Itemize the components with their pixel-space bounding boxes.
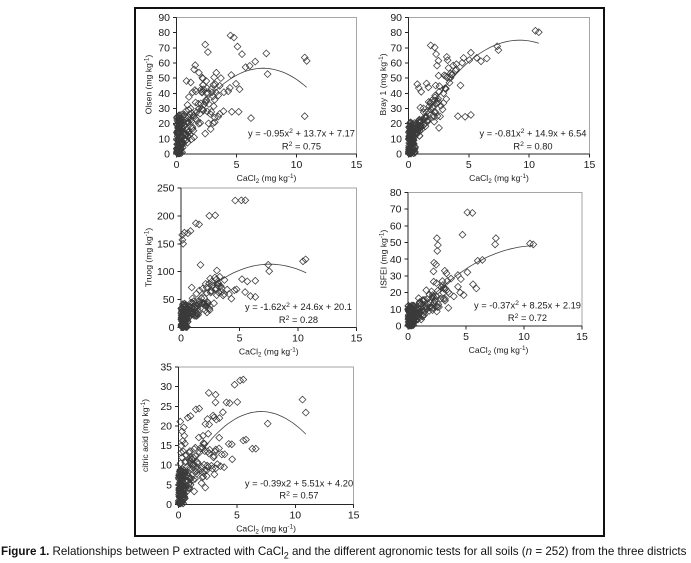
- svg-text:R2 = 0.72: R2 = 0.72: [508, 313, 547, 323]
- svg-text:20: 20: [390, 287, 402, 299]
- svg-text:CaCl2 (mg kg-1): CaCl2 (mg kg-1): [469, 173, 529, 185]
- svg-text:70: 70: [390, 204, 402, 216]
- svg-text:30: 30: [390, 270, 402, 282]
- svg-text:y = -0.81x2 + 14.9x + 6.54: y = -0.81x2 + 14.9x + 6.54: [480, 128, 587, 138]
- svg-text:20: 20: [390, 118, 402, 130]
- svg-text:0: 0: [169, 322, 175, 334]
- svg-text:40: 40: [390, 88, 402, 100]
- svg-text:15: 15: [348, 510, 360, 522]
- svg-text:30: 30: [160, 381, 172, 393]
- svg-text:20: 20: [158, 118, 170, 130]
- svg-text:150: 150: [157, 238, 175, 250]
- svg-text:5: 5: [234, 510, 240, 522]
- svg-text:Truog (mg kg-1): Truog (mg kg-1): [144, 228, 154, 287]
- svg-text:Olsen (mg kg-1): Olsen (mg kg-1): [144, 55, 154, 115]
- svg-text:5: 5: [466, 159, 472, 171]
- svg-text:CaCl2 (mg kg-1): CaCl2 (mg kg-1): [236, 523, 296, 535]
- svg-text:20: 20: [160, 420, 172, 432]
- svg-text:90: 90: [390, 12, 402, 24]
- svg-text:70: 70: [390, 42, 402, 54]
- svg-text:5: 5: [166, 479, 172, 491]
- svg-text:5: 5: [234, 159, 240, 171]
- svg-text:40: 40: [158, 88, 170, 100]
- svg-text:60: 60: [158, 58, 170, 70]
- svg-text:0: 0: [174, 159, 180, 171]
- svg-text:R2 = 0.75: R2 = 0.75: [282, 141, 321, 151]
- svg-text:15: 15: [351, 159, 363, 171]
- svg-text:0: 0: [396, 321, 402, 333]
- svg-text:15: 15: [160, 440, 172, 452]
- svg-text:80: 80: [390, 187, 402, 199]
- svg-text:60: 60: [390, 220, 402, 232]
- svg-text:CaCl2 (mg kg-1): CaCl2 (mg kg-1): [237, 173, 297, 185]
- svg-text:0: 0: [176, 510, 182, 522]
- svg-text:y = -0.37x2 + 8.25x + 2.19: y = -0.37x2 + 8.25x + 2.19: [474, 300, 581, 310]
- svg-text:0: 0: [405, 331, 411, 343]
- svg-text:25: 25: [160, 401, 172, 413]
- svg-text:0: 0: [166, 499, 172, 511]
- svg-text:50: 50: [158, 73, 170, 85]
- svg-text:70: 70: [158, 42, 170, 54]
- svg-text:0: 0: [164, 149, 170, 161]
- svg-text:CaCl2 (mg kg-1): CaCl2 (mg kg-1): [469, 345, 529, 357]
- svg-text:10: 10: [291, 159, 303, 171]
- svg-text:0: 0: [406, 159, 412, 171]
- svg-text:0: 0: [396, 149, 402, 161]
- svg-text:80: 80: [158, 27, 170, 39]
- svg-text:y = -0.95x2 + 13.7x + 7.17: y = -0.95x2 + 13.7x + 7.17: [248, 128, 355, 138]
- svg-text:200: 200: [157, 210, 175, 222]
- svg-text:10: 10: [523, 159, 535, 171]
- svg-text:R2 = 0.57: R2 = 0.57: [279, 490, 318, 500]
- svg-text:10: 10: [158, 133, 170, 145]
- svg-text:5: 5: [237, 333, 243, 345]
- svg-text:90: 90: [158, 12, 170, 24]
- svg-text:5: 5: [463, 331, 469, 343]
- svg-text:50: 50: [390, 73, 402, 85]
- svg-text:10: 10: [390, 304, 402, 316]
- svg-text:y = -0.39x2 + 5.51x + 4.20: y = -0.39x2 + 5.51x + 4.20: [245, 479, 353, 489]
- svg-text:80: 80: [390, 27, 402, 39]
- svg-text:10: 10: [390, 133, 402, 145]
- svg-text:R2 = 0.80: R2 = 0.80: [513, 141, 552, 151]
- svg-text:R2 = 0.28: R2 = 0.28: [279, 315, 318, 325]
- svg-text:y = -1.62x2 + 24.6x + 20.1: y = -1.62x2 + 24.6x + 20.1: [245, 302, 352, 312]
- svg-text:50: 50: [390, 237, 402, 249]
- svg-text:10: 10: [518, 331, 530, 343]
- svg-text:35: 35: [160, 362, 172, 374]
- svg-text:10: 10: [289, 510, 301, 522]
- svg-text:250: 250: [157, 183, 175, 195]
- svg-text:100: 100: [157, 266, 175, 278]
- svg-text:60: 60: [390, 58, 402, 70]
- svg-text:40: 40: [390, 254, 402, 266]
- svg-text:15: 15: [351, 333, 363, 345]
- svg-text:15: 15: [576, 331, 588, 343]
- svg-text:10: 10: [160, 460, 172, 472]
- svg-text:30: 30: [390, 103, 402, 115]
- svg-text:15: 15: [584, 159, 596, 171]
- svg-text:30: 30: [158, 103, 170, 115]
- svg-text:citric acid (mg kg-1): citric acid (mg kg-1): [140, 399, 150, 472]
- svg-text:Bray 1 (mg kg-1): Bray 1 (mg kg-1): [378, 53, 388, 115]
- svg-text:0: 0: [178, 333, 184, 345]
- svg-text:10: 10: [292, 333, 304, 345]
- svg-text:CaCl2 (mg kg-1): CaCl2 (mg kg-1): [239, 346, 299, 358]
- svg-text:ISFEI (mg kg-1): ISFEI (mg kg-1): [379, 230, 389, 289]
- svg-text:50: 50: [163, 294, 175, 306]
